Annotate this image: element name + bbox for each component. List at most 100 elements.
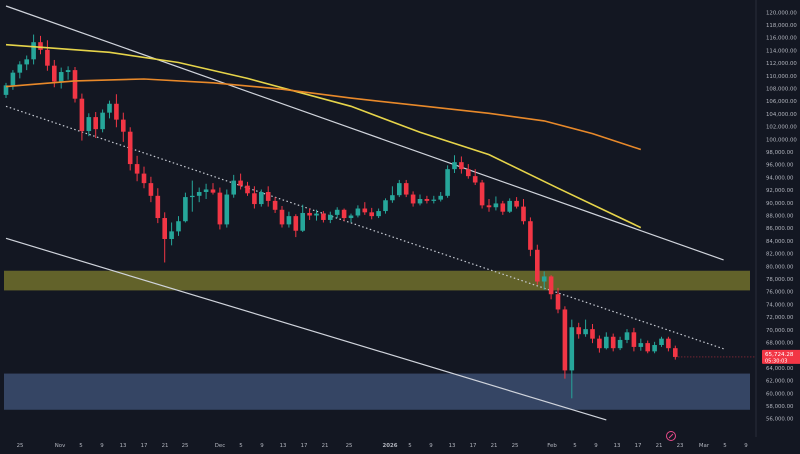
candle [231,174,236,198]
time-tick-label: 17 [141,443,148,449]
candle [410,191,416,207]
candle [459,156,464,174]
price-tick-label: 88,000.00 [766,214,794,220]
candle-body [555,294,561,310]
candle-body [569,327,575,371]
resistance-zone [4,270,750,291]
candle-body [210,189,216,193]
candle-body [604,336,609,349]
candle-body [452,162,457,170]
candle [272,197,278,213]
candle [383,198,388,214]
price-tick-label: 94,000.00 [766,175,794,181]
time-axis-background [0,437,800,450]
time-tick-label: 5 [723,443,726,449]
time-tick-label: Mar [699,443,710,449]
candle-body [183,197,188,222]
time-tick-label: 21 [656,443,663,449]
price-tick-label: 76,000.00 [766,290,794,296]
candle-body [610,336,616,349]
time-tick-label: 5 [573,443,576,449]
candle-body [307,212,312,216]
time-tick-label: 2026 [382,443,397,449]
candle [597,335,602,353]
candle-body [645,343,650,352]
last-price-countdown: 05:30:03 [765,358,787,364]
candle-body [479,182,485,206]
candle-body [500,203,506,212]
candle-body [224,194,230,225]
candle [65,66,71,80]
candle-body [86,117,92,132]
candle-body [514,200,519,207]
candle [645,340,650,354]
candle [334,207,340,219]
candle-body [666,338,671,349]
candle-body [10,72,16,86]
candle-body [424,198,430,201]
candle [38,35,43,55]
price-tick-label: 58,000.00 [766,404,794,410]
candle-body [535,249,540,282]
time-tick-label: 25 [17,443,24,449]
time-axis[interactable]: 25 Nov 5 9 13 17 21 25 Dec 5 9 13 17 21 25 2026 5 9 13 17 21… [0,437,800,450]
candle-body [134,164,140,174]
fast-moving-average-line [5,43,642,229]
price-tick-label: 108,000.00 [766,87,797,93]
time-tick-label: 9 [260,443,264,449]
candle [183,192,188,223]
candle [355,205,361,218]
candle [86,113,92,137]
price-tick-label: 80,000.00 [766,264,794,270]
candle [514,197,519,209]
candle-body [286,216,292,225]
candle-body [548,276,554,295]
candle-body [369,212,374,217]
candle-body [631,332,637,347]
candle [265,186,271,207]
candle [224,189,230,228]
candle-body [196,192,202,196]
candle [576,322,581,339]
candle-body [58,72,64,82]
candle [162,212,167,263]
candle [238,173,243,190]
candle-body [328,214,333,220]
candle-body [445,169,450,196]
candle-body [617,339,623,349]
candle-body [472,176,478,183]
candle-body [390,195,395,201]
candles-layer [3,34,678,399]
candle [500,200,506,215]
price-tick-label: 68,000.00 [766,340,794,346]
time-tick-label: 9 [100,443,104,449]
time-tick-label: 17 [635,443,642,449]
time-tick-label: 17 [470,443,477,449]
price-tick-label: 102,000.00 [766,125,797,131]
candle-body [93,117,98,130]
price-tick-label: 60,000.00 [766,391,794,397]
candle-body [417,198,423,204]
candle-body [148,183,154,196]
time-tick-label: 13 [614,443,621,449]
candle-body [493,203,499,208]
price-axis[interactable]: 56,000.00 58,000.00 60,000.00 62,000.00 64,0… [755,0,800,450]
candle [286,211,292,228]
candle [196,187,202,203]
candle [127,127,133,171]
candle [472,169,478,186]
candle-body [403,183,409,195]
price-tick-label: 98,000.00 [766,150,794,156]
candle [114,94,119,128]
price-tick-label: 84,000.00 [766,239,794,245]
time-tick-label: 21 [162,443,169,449]
candle [624,329,630,344]
candle [479,179,485,209]
candle [190,180,195,212]
reset-scale-button[interactable] [666,431,676,441]
candle-body [3,85,9,95]
candle [307,208,312,220]
